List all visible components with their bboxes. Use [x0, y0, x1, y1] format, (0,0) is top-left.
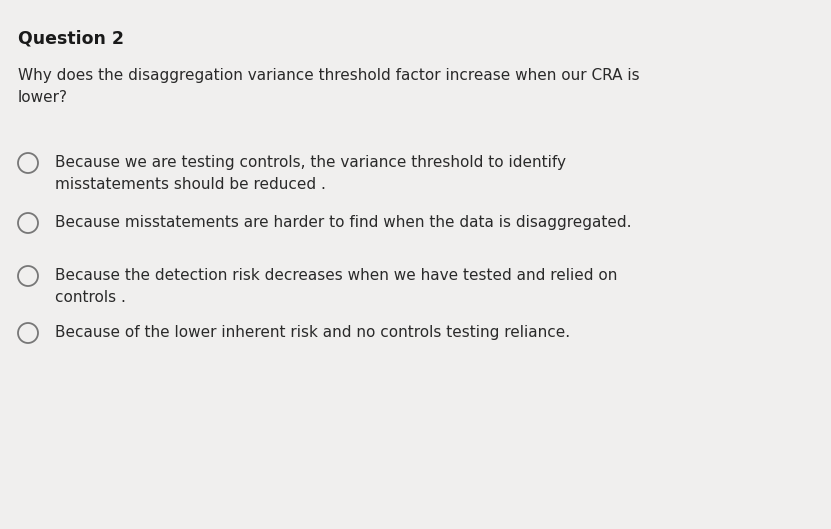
Text: Because we are testing controls, the variance threshold to identify
misstatement: Because we are testing controls, the var… [55, 155, 566, 192]
Text: Because the detection risk decreases when we have tested and relied on
controls : Because the detection risk decreases whe… [55, 268, 617, 305]
Text: Why does the disaggregation variance threshold factor increase when our CRA is
l: Why does the disaggregation variance thr… [18, 68, 640, 105]
Text: Question 2: Question 2 [18, 30, 124, 48]
Text: Because misstatements are harder to find when the data is disaggregated.: Because misstatements are harder to find… [55, 215, 632, 230]
Text: Because of the lower inherent risk and no controls testing reliance.: Because of the lower inherent risk and n… [55, 325, 570, 340]
